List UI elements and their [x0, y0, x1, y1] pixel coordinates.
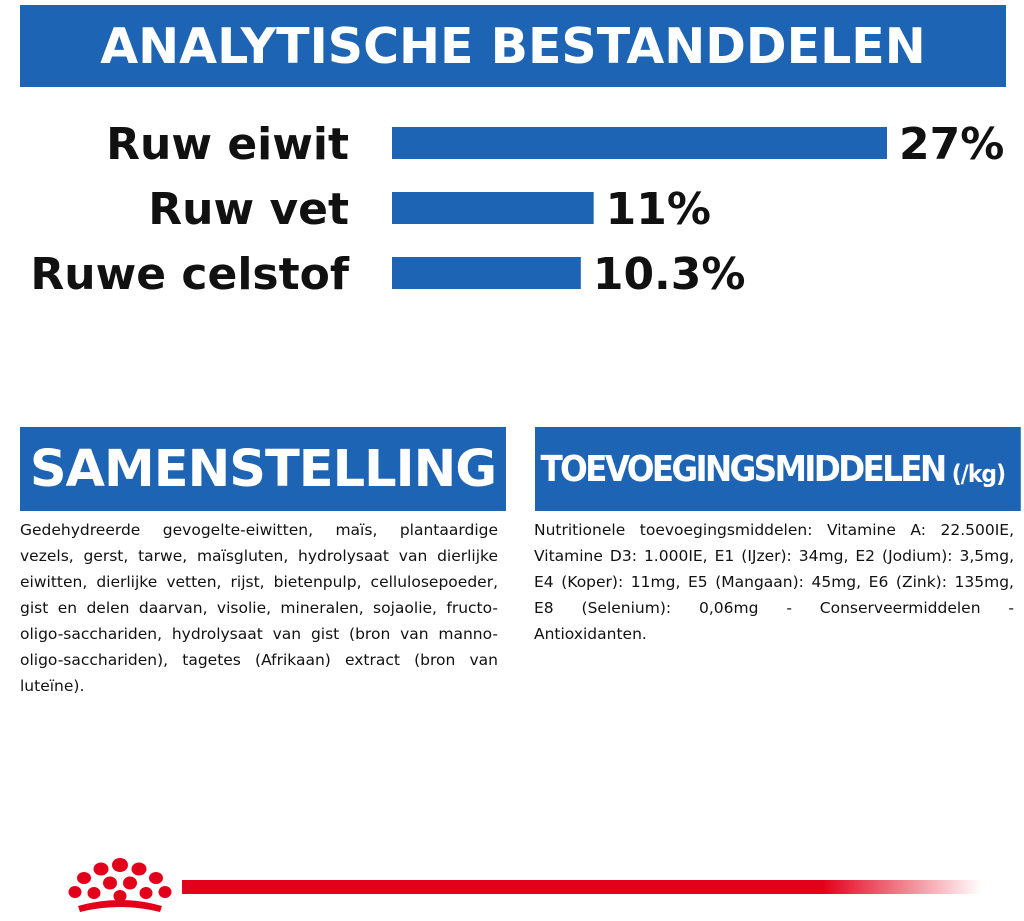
samenstelling-title: SAMENSTELLING: [29, 439, 497, 499]
nutrient-bar-chart: Ruw eiwit 27% Ruw vet 11% Ruwe celstof 10.3%: [30, 119, 1004, 300]
toevoegingsmiddelen-text: Nutritionele toevoegingsmiddelen: Vitami…: [534, 521, 1014, 643]
bar-1: [392, 192, 594, 224]
royal-canin-crown-logo: [68, 858, 172, 912]
bar-2: [392, 257, 581, 289]
samenstelling-banner: SAMENSTELLING: [20, 427, 506, 511]
page-title: ANALYTISCHE BESTANDDELEN: [100, 17, 926, 75]
footer-red-line: [182, 880, 982, 894]
bar-label-2: Ruwe celstof: [30, 249, 349, 300]
toevoegingsmiddelen-unit: (/kg): [951, 460, 1006, 488]
bar-label-0: Ruw eiwit: [106, 119, 349, 170]
value-label-0: 27%: [899, 119, 1004, 170]
samenstelling-text: Gedehydreerde gevogelte-eiwitten, maïs, …: [20, 521, 498, 695]
value-label-2: 10.3%: [593, 249, 746, 300]
bar-label-1: Ruw vet: [148, 184, 349, 235]
toevoegingsmiddelen-title: TOEVOEGINGSMIDDELEN: [540, 448, 947, 490]
toevoegingsmiddelen-banner: TOEVOEGINGSMIDDELEN (/kg): [535, 427, 1022, 511]
bar-0: [392, 127, 887, 159]
value-label-1: 11%: [606, 184, 711, 235]
page-title-banner: ANALYTISCHE BESTANDDELEN: [20, 5, 1006, 87]
